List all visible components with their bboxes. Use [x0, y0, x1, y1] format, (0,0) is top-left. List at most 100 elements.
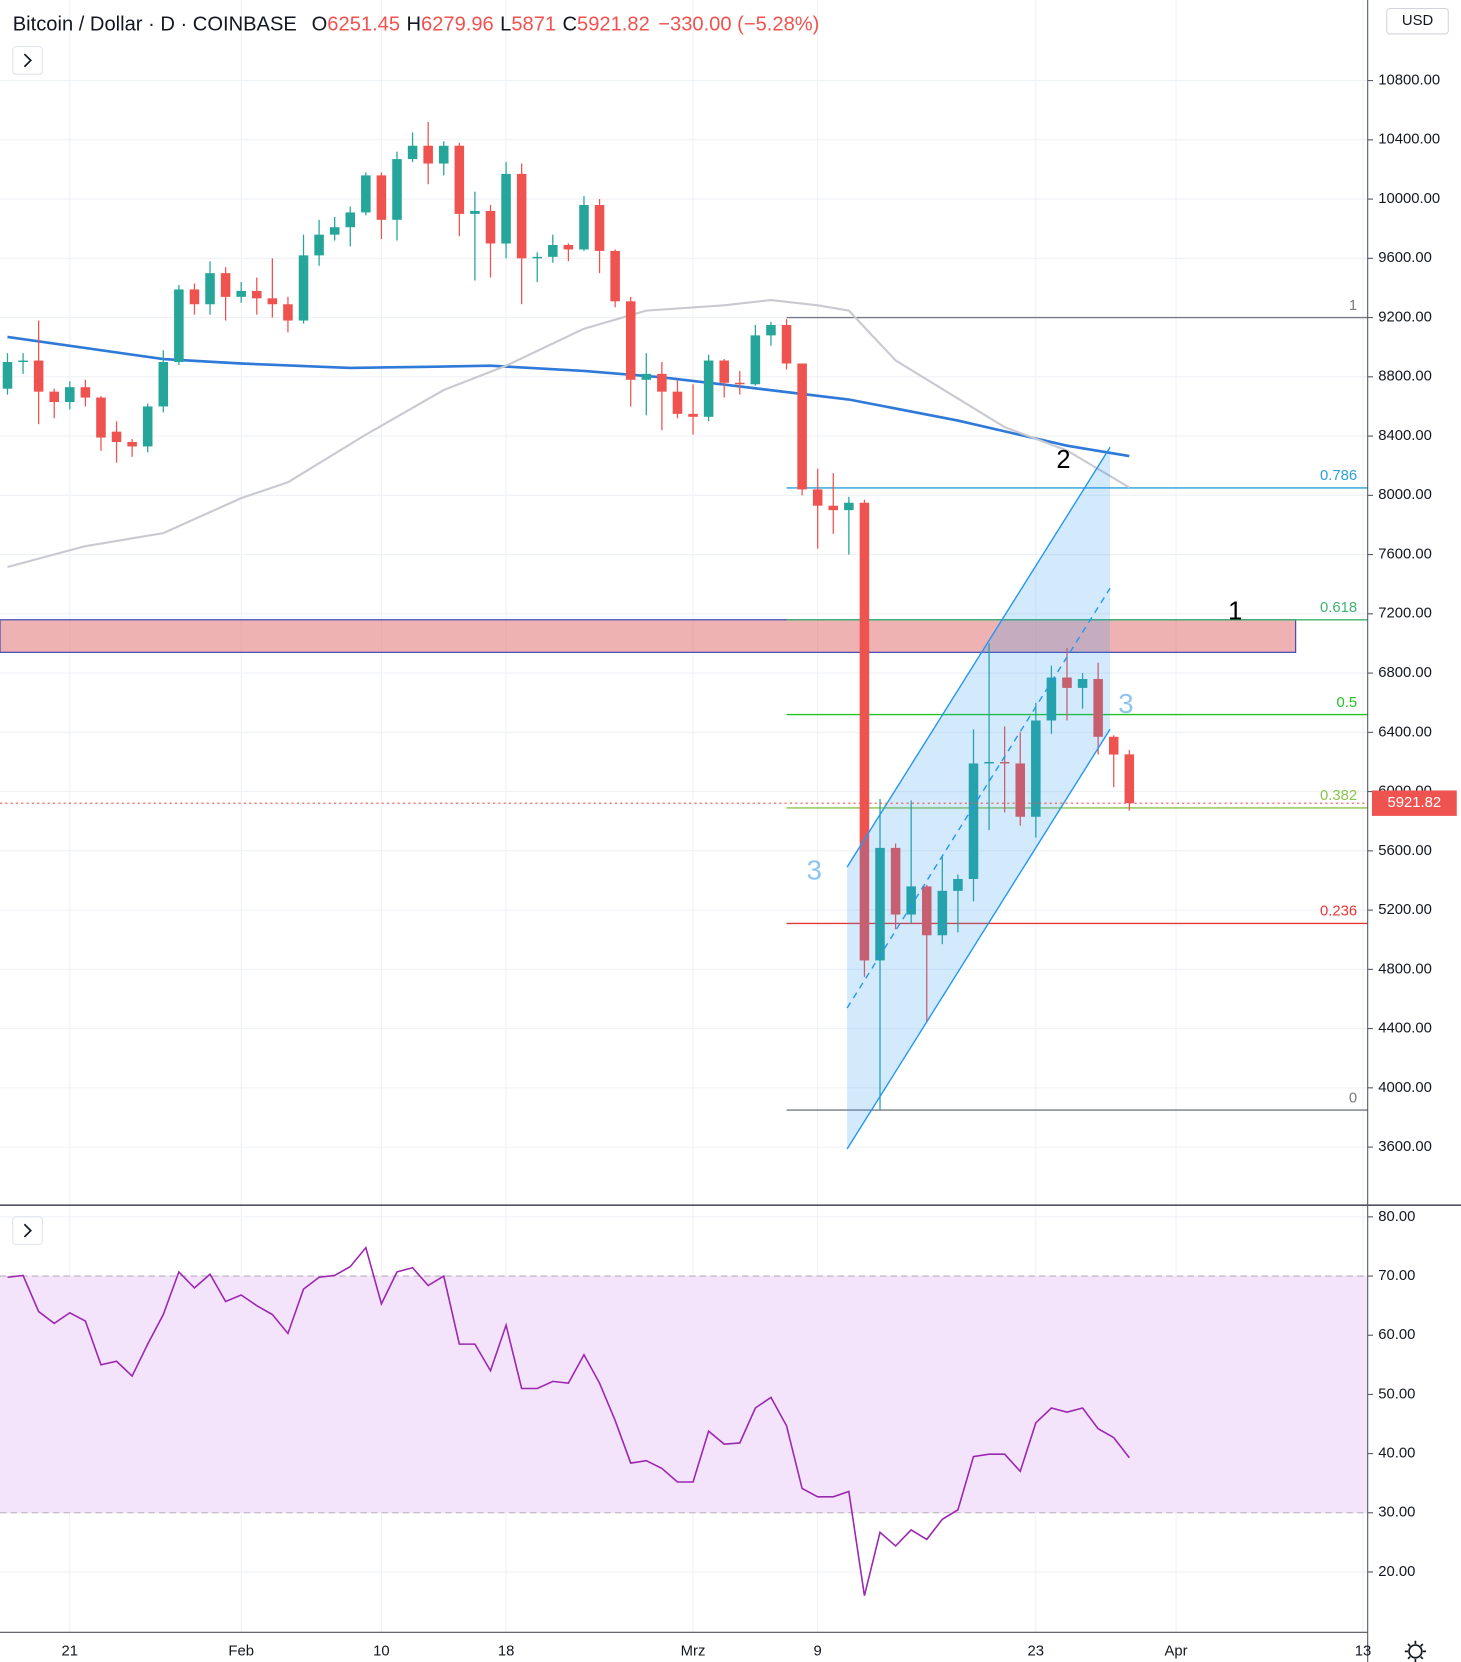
candle-body — [999, 761, 1010, 764]
candle-body — [236, 290, 246, 297]
last-price-label: 5921.82 — [1388, 795, 1442, 811]
candle-body — [859, 502, 870, 961]
candle-body — [812, 489, 823, 506]
y-tick-label: 60.00 — [1378, 1327, 1415, 1343]
x-tick-label: 18 — [498, 1643, 515, 1659]
fib-label: 0.236 — [1320, 904, 1357, 920]
y-tick-label: 9600.00 — [1378, 250, 1432, 266]
candle-body — [314, 234, 324, 256]
y-tick-label: 50.00 — [1378, 1386, 1415, 1402]
change: −330.00 (−5.28%) — [658, 14, 819, 36]
candle-body — [220, 273, 231, 297]
y-tick-label: 40.00 — [1378, 1446, 1415, 1462]
candle-body — [174, 289, 184, 363]
candle-body — [750, 335, 761, 385]
candle-body — [672, 391, 683, 414]
candle-body — [298, 255, 309, 321]
y-tick-label: 7600.00 — [1378, 547, 1432, 563]
candle-body — [252, 290, 262, 299]
ohlc-key: L — [500, 14, 511, 36]
last-price-box — [1371, 790, 1457, 816]
candle-body — [579, 205, 589, 250]
candle-body — [625, 301, 636, 380]
candle-body — [111, 431, 122, 443]
candle-body — [361, 175, 371, 213]
candle-body — [984, 761, 994, 764]
candle-body — [594, 205, 605, 251]
candle-body — [1124, 754, 1135, 804]
y-tick-label: 80.00 — [1378, 1209, 1415, 1225]
candle-body — [1108, 736, 1119, 755]
candle-body — [65, 387, 75, 403]
fib-label: 1 — [1349, 298, 1357, 314]
plot — [0, 122, 1368, 1596]
candle-body — [766, 324, 776, 336]
candle-body — [532, 256, 543, 259]
candle-body — [1015, 763, 1026, 817]
candle-body — [1031, 720, 1041, 817]
candle-body — [828, 505, 839, 511]
candle-body — [501, 173, 511, 244]
candle-body — [345, 212, 356, 228]
candle-body — [516, 173, 527, 259]
fib-label: 0 — [1349, 1090, 1357, 1106]
candle-body — [2, 362, 13, 389]
y-tick-label: 8000.00 — [1378, 487, 1432, 503]
candle-body — [657, 373, 667, 392]
ohlc-value: 6251.45 — [327, 14, 400, 36]
candle-body — [937, 890, 948, 936]
channel-lower — [846, 728, 1111, 1150]
moving-average — [7, 299, 1130, 569]
x-tick-label: Apr — [1165, 1643, 1188, 1659]
resistance-zone — [0, 619, 1297, 653]
moving-average — [7, 335, 1130, 458]
candle-body — [1077, 679, 1088, 688]
y-tick-label: 9200.00 — [1378, 310, 1432, 326]
candle-body — [329, 227, 340, 235]
candle-body — [407, 145, 418, 160]
candle-body — [781, 324, 792, 364]
candle-body — [968, 763, 979, 879]
expand-button[interactable] — [12, 46, 43, 75]
y-tick-label: 6800.00 — [1378, 665, 1432, 681]
expand-button[interactable] — [12, 1216, 43, 1245]
candle-body — [470, 210, 480, 214]
candle-body — [719, 360, 729, 383]
candle-body — [797, 363, 807, 490]
y-tick-label: 4800.00 — [1378, 961, 1432, 977]
candle-body — [703, 360, 714, 417]
annotation: 3 — [807, 855, 822, 886]
fib-label: 0.786 — [1320, 468, 1357, 484]
candle-body — [267, 298, 278, 305]
settings-gear[interactable] — [1404, 1640, 1427, 1662]
candle-body — [189, 289, 200, 305]
candle-body — [127, 442, 137, 447]
x-tick-label: 23 — [1028, 1643, 1045, 1659]
y-tick-label: 70.00 — [1378, 1268, 1415, 1284]
candle-body — [80, 387, 91, 398]
ohlc-value: 5921.82 — [577, 14, 650, 36]
candle-body — [18, 360, 28, 363]
candle-body — [392, 159, 402, 220]
annotation: 3 — [1118, 688, 1133, 719]
candle-body — [142, 406, 153, 447]
y-tick-label: 20.00 — [1378, 1564, 1415, 1580]
symbol-title: Bitcoin / Dollar · D · COINBASE — [13, 14, 297, 36]
y-tick-label: 10400.00 — [1378, 132, 1440, 148]
y-tick-label: 5200.00 — [1378, 902, 1432, 918]
fib-label: 0.618 — [1320, 600, 1357, 616]
candle-body — [641, 373, 652, 380]
candle-body — [454, 145, 465, 214]
currency-label: USD — [1402, 13, 1433, 29]
candle-body — [875, 847, 885, 961]
x-tick-label: 21 — [62, 1643, 79, 1659]
currency-box[interactable] — [1386, 7, 1449, 35]
candle-body — [735, 382, 745, 385]
y-tick-label: 8800.00 — [1378, 369, 1432, 385]
candle-body — [610, 250, 620, 302]
channel-mid — [846, 587, 1111, 1009]
candle-body — [953, 878, 963, 891]
y-tick-label: 8400.00 — [1378, 428, 1432, 444]
y-tick-label: 6400.00 — [1378, 724, 1432, 740]
